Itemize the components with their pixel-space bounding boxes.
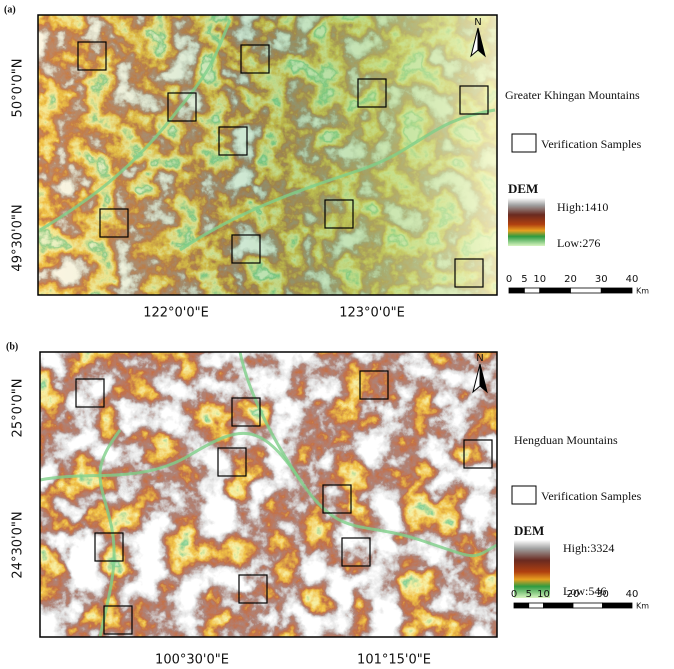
scale-tick-label: 5 (526, 589, 532, 600)
lat-label: 50°0'0"N (11, 59, 26, 118)
scale-segment (509, 288, 524, 293)
scale-segment (601, 288, 632, 293)
scale-tick-label: 40 (626, 589, 639, 600)
scale-segment (514, 603, 529, 608)
lat-label: 25°0'0"N (11, 379, 26, 438)
dem-tint (38, 15, 497, 295)
scale-tick-label: 10 (537, 589, 550, 600)
sample-legend-text: Verification Samples (541, 137, 642, 151)
panel-label: (a) (4, 4, 16, 15)
region-name: Greater Khingan Mountains (505, 88, 640, 102)
scale-segment (603, 603, 633, 608)
map-panel (40, 352, 497, 637)
north-label: N (474, 17, 481, 28)
lon-label: 122°0'0"E (143, 306, 209, 321)
north-label: N (476, 353, 483, 364)
scale-segment (544, 603, 574, 608)
scale-tick-label: 30 (596, 589, 609, 600)
scale-tick-label: 30 (595, 274, 608, 285)
scale-tick-label: 20 (567, 589, 580, 600)
sample-legend-box (512, 134, 536, 152)
scale-tick-label: 5 (521, 274, 527, 285)
dem-high: High:1410 (557, 200, 608, 214)
dem-ramp (508, 198, 545, 246)
dem-title: DEM (514, 523, 544, 538)
scale-tick-label: 0 (511, 589, 517, 600)
region-name: Hengduan Mountains (514, 433, 618, 447)
scale-segment (524, 288, 539, 293)
scale-tick-label: 10 (533, 274, 546, 285)
map-panel (38, 15, 497, 295)
sample-legend-box (512, 486, 536, 504)
lat-label: 24°30'0"N (11, 511, 26, 578)
sample-legend-text: Verification Samples (541, 489, 642, 503)
lon-label: 100°30'0"E (155, 653, 229, 668)
scale-segment (540, 288, 571, 293)
dem-title: DEM (508, 181, 538, 196)
scale-tick-label: 20 (564, 274, 577, 285)
lon-label: 101°15'0"E (357, 653, 431, 668)
lon-label: 123°0'0"E (339, 306, 405, 321)
scale-segment (573, 603, 603, 608)
panel-label: (b) (6, 341, 18, 352)
scale-tick-label: 0 (506, 274, 512, 285)
scale-tick-label: 40 (626, 274, 639, 285)
lat-label: 49°30'0"N (11, 204, 26, 271)
dem-low: Low:276 (557, 236, 600, 250)
scale-segment (529, 603, 544, 608)
scale-unit: Km (636, 287, 649, 296)
scale-unit: Km (636, 602, 649, 611)
figure: (a) N 50°0'0"N 49°30'0"N 122°0'0"E 123°0'0"E G… (0, 0, 674, 669)
scale-segment (571, 288, 602, 293)
dem-high: High:3324 (563, 541, 614, 555)
